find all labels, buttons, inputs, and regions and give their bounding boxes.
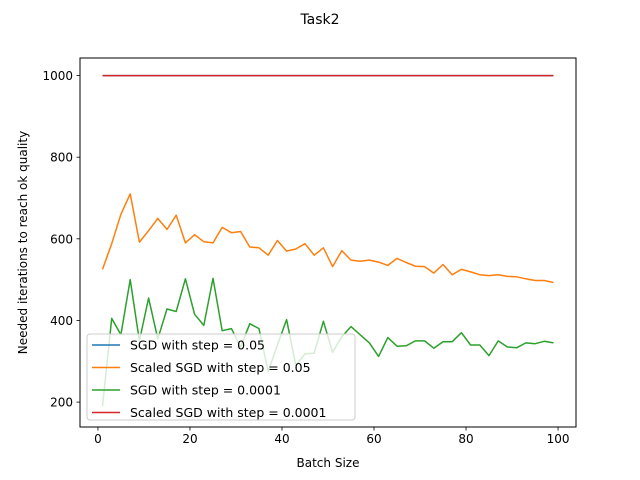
x-axis-label: Batch Size bbox=[297, 456, 360, 470]
y-tick-label: 1000 bbox=[42, 69, 73, 83]
legend: SGD with step = 0.05 Scaled SGD with step… bbox=[86, 333, 356, 421]
y-tick-label: 600 bbox=[50, 232, 73, 246]
y-tick-label: 400 bbox=[50, 314, 73, 328]
legend-entry-2: Scaled SGD with step = 0.05 bbox=[130, 360, 311, 375]
x-tick-label: 80 bbox=[458, 432, 473, 446]
x-tick-label: 100 bbox=[547, 432, 570, 446]
y-axis-label: Needed iterations to reach ok quality bbox=[16, 131, 30, 354]
legend-entry-3: SGD with step = 0.0001 bbox=[130, 383, 281, 398]
x-tick-label: 0 bbox=[94, 432, 102, 446]
y-axis: 200 400 600 800 1000 bbox=[42, 69, 80, 410]
x-tick-label: 20 bbox=[182, 432, 197, 446]
x-tick-label: 40 bbox=[274, 432, 289, 446]
axes-frame bbox=[79, 57, 577, 428]
x-tick-label: 60 bbox=[366, 432, 381, 446]
chart-title: Task2 bbox=[299, 12, 339, 28]
y-tick-label: 800 bbox=[50, 151, 73, 165]
legend-entry-4: Scaled SGD with step = 0.0001 bbox=[130, 405, 326, 420]
legend-entry-1: SGD with step = 0.05 bbox=[130, 338, 265, 353]
legend-box bbox=[86, 333, 356, 421]
series-line-2 bbox=[101, 193, 554, 284]
y-tick-label: 200 bbox=[50, 396, 73, 410]
x-axis: 0 20 40 60 80 100 bbox=[94, 427, 570, 446]
